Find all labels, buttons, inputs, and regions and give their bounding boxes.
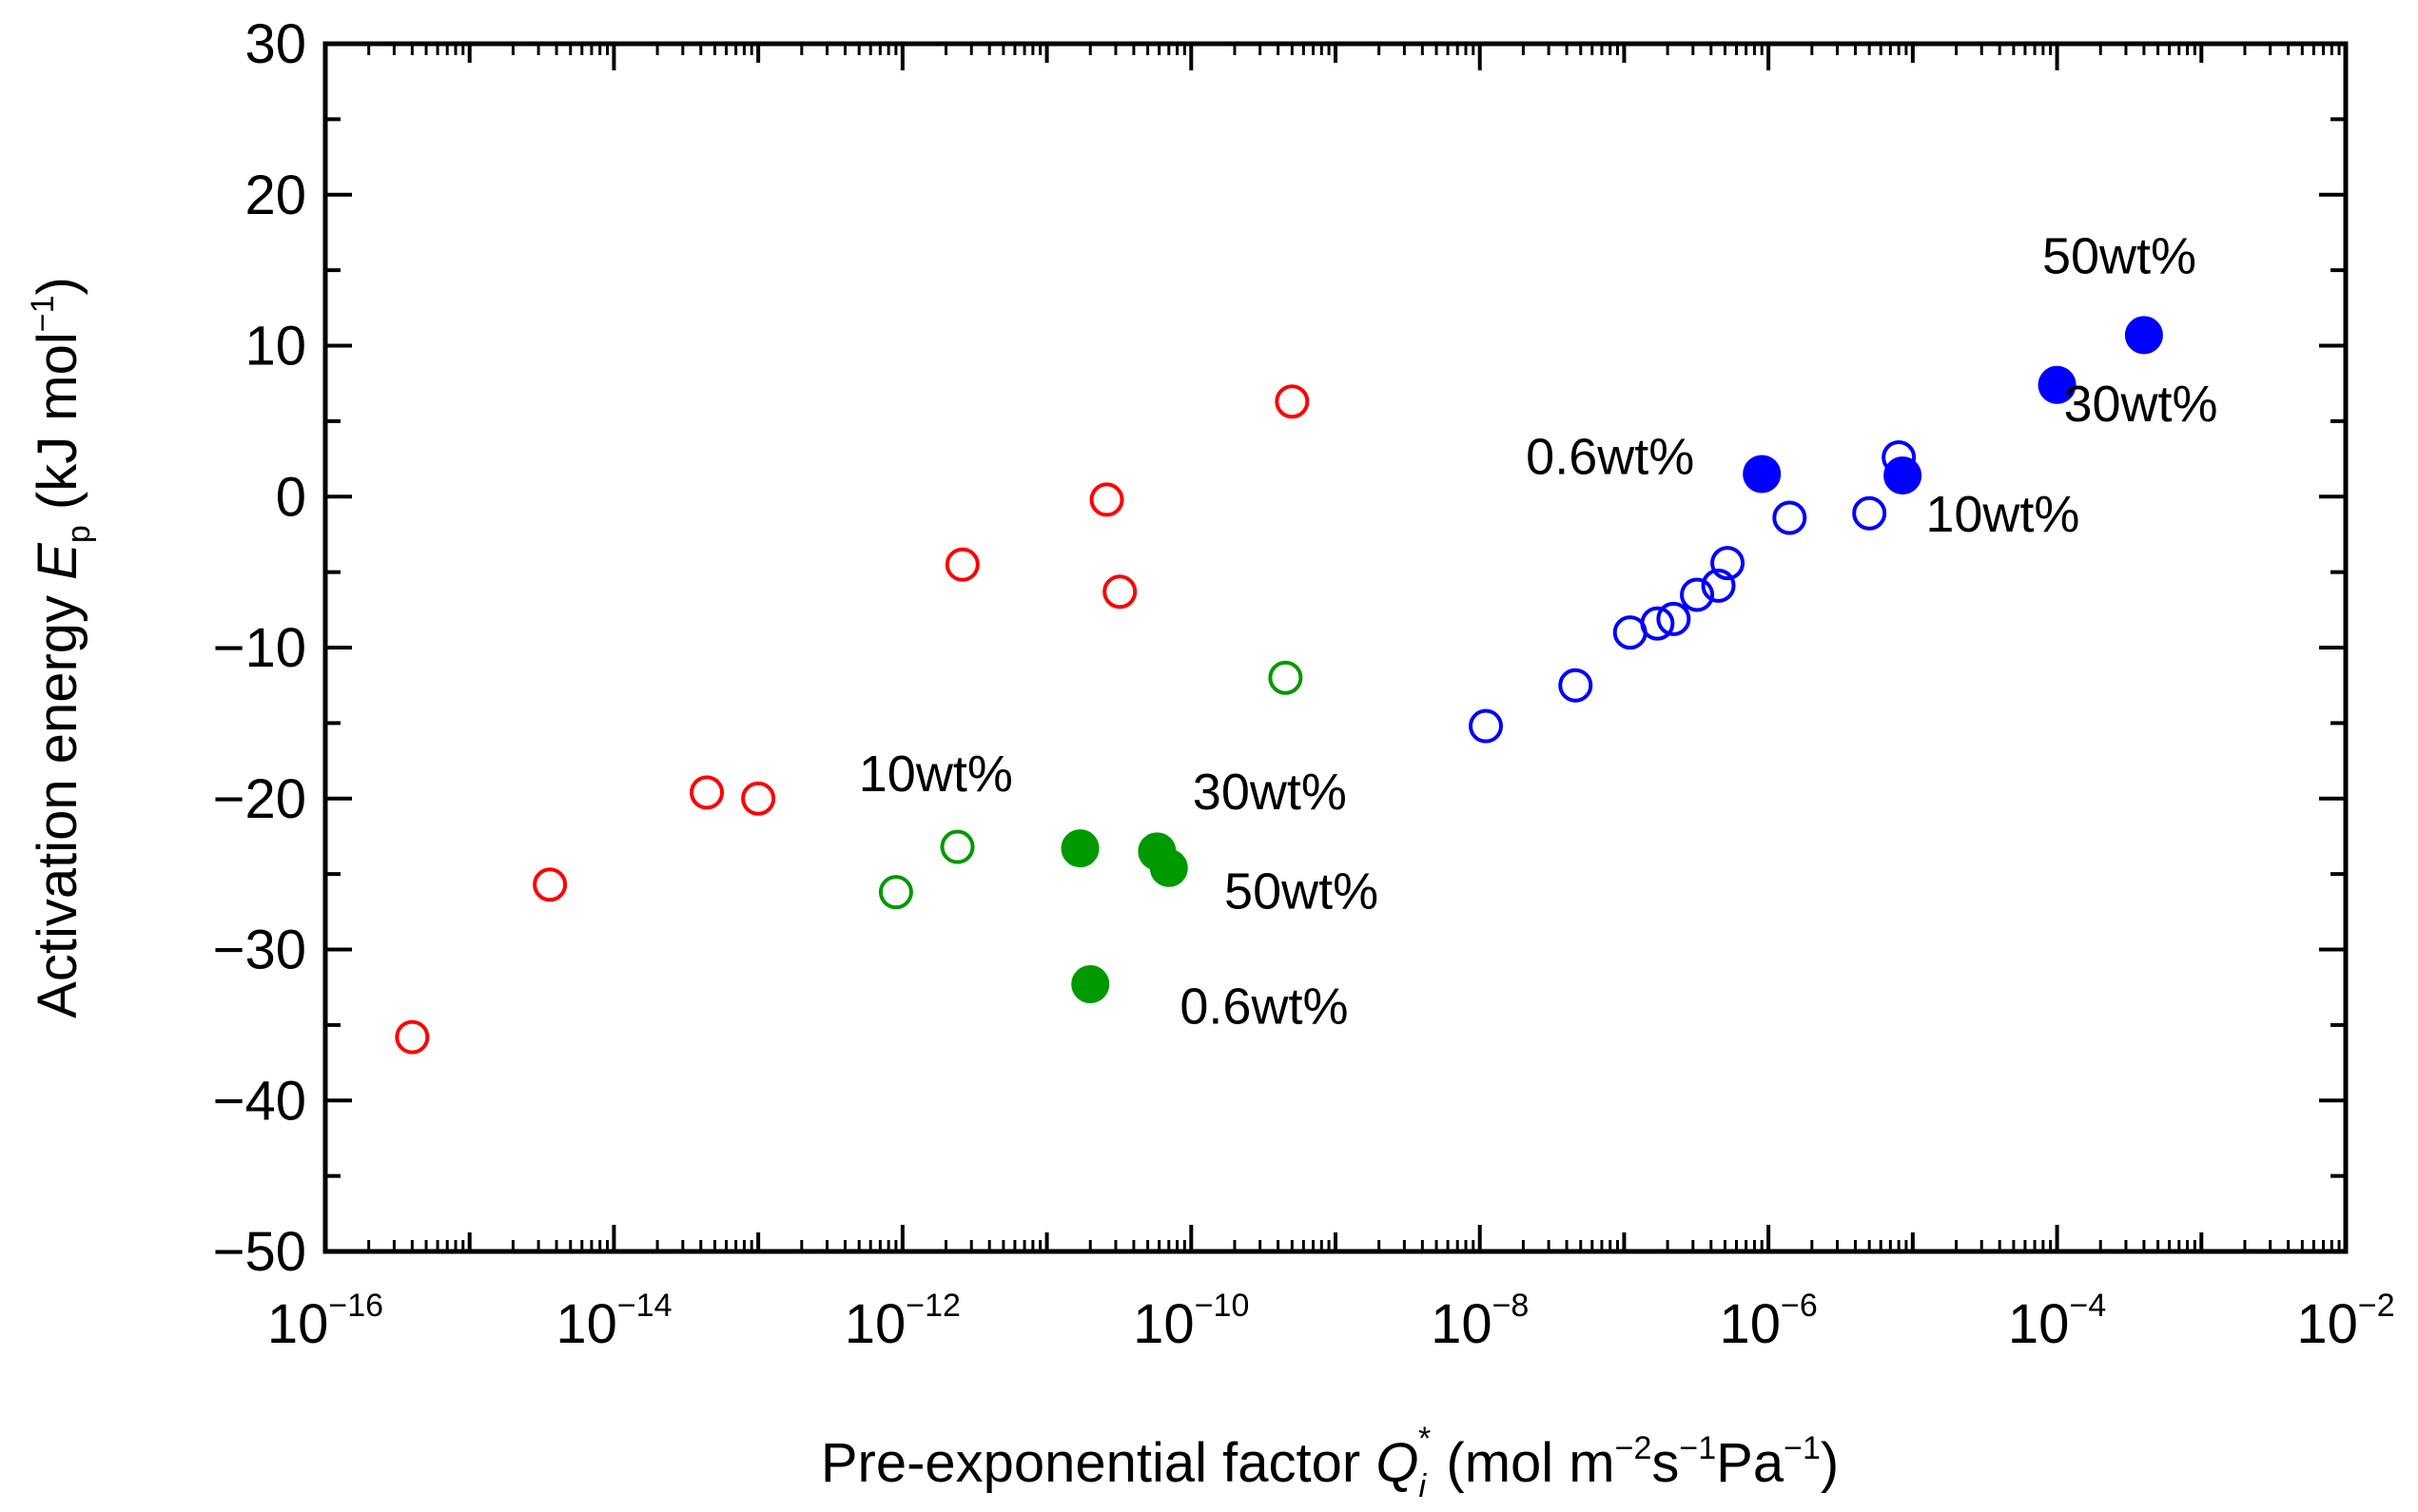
data-point: [1680, 577, 1715, 612]
y-tick-label: 30: [244, 13, 306, 75]
data-point: [1852, 495, 1887, 531]
x-tick-label: 10−14: [556, 1288, 672, 1355]
y-tick-label: −50: [213, 1221, 306, 1283]
series-green-filled: [1061, 829, 1188, 1004]
data-point: [1656, 601, 1691, 636]
wt-annotation: 50wt%: [1224, 863, 1378, 921]
wt-annotation: 50wt%: [2042, 227, 2196, 284]
data-point: [1275, 384, 1310, 419]
y-tick-label: −40: [213, 1070, 306, 1132]
wt-annotation: 0.6wt%: [1180, 978, 1348, 1035]
y-axis-title: Activation energy Ep (kJ mol−1): [25, 277, 97, 1018]
series-blue-open: [1468, 439, 1917, 744]
data-point: [1640, 606, 1675, 641]
x-tick-label: 10−6: [1720, 1288, 1818, 1355]
y-tick-label: 10: [244, 316, 306, 378]
data-point: [878, 875, 913, 910]
data-point: [945, 547, 980, 582]
x-tick-label: 10−10: [1133, 1288, 1249, 1355]
wt-annotation: 10wt%: [859, 746, 1013, 803]
data-point: [1772, 500, 1807, 535]
axis-tick-labels: 10−16 10−14 10−12 10−10 10−8 10−6 10−4 10−23020…: [213, 13, 2395, 1355]
data-point: [2124, 316, 2163, 355]
data-point: [741, 781, 776, 816]
data-point: [1268, 660, 1303, 695]
wt-annotation: 0.6wt%: [1526, 428, 1694, 485]
data-point: [1468, 708, 1503, 744]
data-point: [1743, 455, 1782, 494]
data-point: [395, 1019, 430, 1055]
data-point: [940, 829, 975, 864]
data-point: [1089, 482, 1124, 517]
data-points: [395, 316, 2163, 1055]
data-point: [1710, 546, 1745, 581]
series-red-open: [395, 384, 1310, 1055]
data-point: [533, 867, 568, 902]
y-tick-label: −20: [213, 768, 306, 830]
x-tick-label: 10−4: [2008, 1288, 2106, 1355]
data-point: [1149, 848, 1188, 887]
series-blue-filled: [1743, 316, 2163, 495]
y-tick-label: −10: [213, 617, 306, 679]
wt-annotation: 10wt%: [1925, 486, 2079, 543]
plot-frame: [322, 41, 2349, 1254]
y-tick-label: −30: [213, 920, 306, 981]
y-tick-label: 0: [276, 466, 306, 528]
data-point: [1558, 668, 1593, 703]
data-point: [1701, 568, 1736, 603]
x-tick-label: 10−2: [2296, 1288, 2394, 1355]
data-point: [2038, 365, 2077, 404]
x-tick-label: 10−8: [1431, 1288, 1529, 1355]
data-point: [1061, 829, 1100, 868]
x-tick-label: 10−16: [267, 1288, 383, 1355]
wt-annotation: 30wt%: [1193, 764, 1347, 821]
y-tick-label: 20: [244, 165, 306, 226]
data-point: [1102, 574, 1138, 610]
annotations: 50wt% 30wt% 0.6wt% 10wt% 10wt% 30wt% 50wt% 0.6w…: [859, 227, 2218, 1035]
x-tick-label: 10−12: [845, 1288, 961, 1355]
data-point: [1883, 456, 1922, 495]
axis-ticks: [323, 42, 2348, 1253]
wt-annotation: 30wt%: [2063, 376, 2217, 433]
data-point: [1071, 965, 1110, 1004]
x-axis-title: Pre-exponential factor Qi* (mol m−2s−1Pa…: [821, 1421, 1839, 1504]
data-point: [690, 775, 725, 810]
series-green-open: [878, 660, 1303, 910]
